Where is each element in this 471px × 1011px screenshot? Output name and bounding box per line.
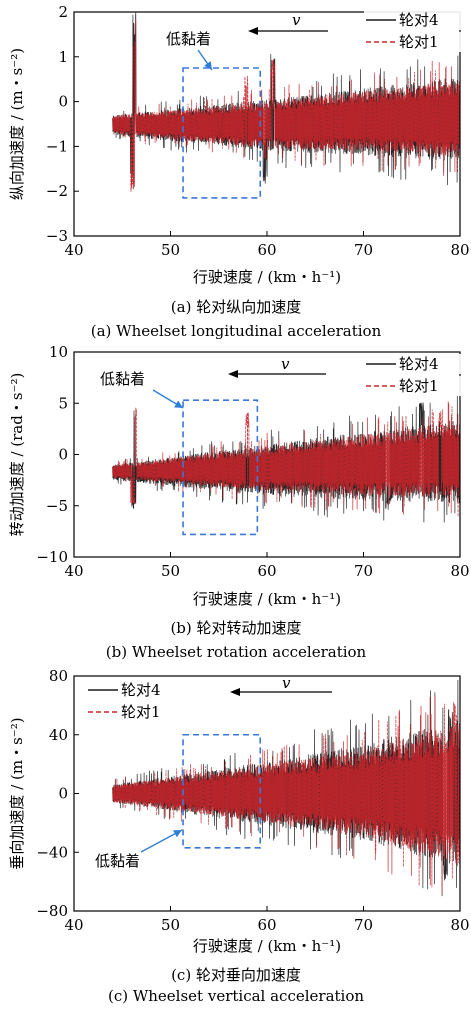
x-tick-label: 70	[354, 916, 373, 934]
series-group	[112, 12, 460, 192]
low-adhesion-label: 低黏着	[100, 370, 145, 388]
legend-bg	[364, 376, 462, 396]
velocity-arrow-head	[248, 27, 258, 35]
x-tick-label: 60	[257, 241, 276, 259]
caption-cn: (c) 轮对垂向加速度	[171, 966, 301, 984]
legend-label: 轮对4	[121, 681, 161, 699]
y-tick-label: −1	[46, 137, 68, 155]
series-line-wheelset1	[112, 19, 460, 192]
x-axis-label: 行驶速度 / (km・h⁻¹)	[193, 268, 341, 286]
x-tick-label: 40	[64, 562, 83, 580]
y-tick-label: −2	[46, 182, 68, 200]
series-line-wheelset1	[112, 695, 460, 895]
y-tick-label: −5	[46, 497, 68, 515]
x-tick-label: 40	[64, 916, 83, 934]
x-tick-label: 80	[450, 241, 469, 259]
series-group	[112, 394, 460, 523]
caption-cn: (b) 轮对转动加速度	[170, 619, 301, 637]
annotation-arrow-head	[204, 61, 212, 70]
low-adhesion-box	[182, 399, 259, 536]
x-tick-label: 40	[64, 241, 83, 259]
legend-bg	[364, 10, 462, 30]
chart-panel-c: 40 50 60 70 80 −80 −40 0 40 80 行驶速度 / (km・h⁻¹) 垂向加速…	[8, 667, 470, 1005]
caption-en: (a) Wheelset longitudinal acceleration	[91, 322, 382, 340]
legend-label: 轮对1	[399, 33, 439, 51]
legend-bg	[364, 32, 462, 52]
velocity-label: v	[282, 674, 291, 692]
x-tick-label: 80	[450, 562, 469, 580]
low-adhesion-label: 低黏着	[95, 852, 140, 870]
x-tick-label: 60	[257, 562, 276, 580]
x-axis-label: 行驶速度 / (km・h⁻¹)	[193, 590, 341, 608]
y-tick-label: 1	[58, 48, 68, 66]
x-tick-label: 80	[450, 916, 469, 934]
y-axis-label: 垂向加速度 / (m・s⁻²)	[8, 717, 26, 869]
velocity-label: v	[281, 355, 290, 373]
y-tick-label: 5	[58, 394, 68, 412]
series-line-wheelset1	[112, 401, 460, 517]
x-tick-label: 70	[354, 241, 373, 259]
y-tick-label: 0	[58, 785, 68, 803]
y-axis-label: 纵向加速度 / (m・s⁻²)	[8, 48, 26, 200]
x-tick-label: 50	[161, 241, 180, 259]
legend-label: 轮对4	[399, 355, 439, 373]
y-tick-label: −10	[36, 548, 68, 566]
caption-en: (c) Wheelset vertical acceleration	[108, 987, 364, 1005]
annotation-arrow-head	[173, 830, 182, 838]
y-tick-label: −3	[46, 227, 68, 245]
legend-bg	[86, 680, 184, 700]
y-tick-label: −80	[36, 902, 68, 920]
y-tick-label: 0	[58, 93, 68, 111]
caption-en: (b) Wheelset rotation acceleration	[106, 643, 367, 661]
annotation-arrow-head	[174, 400, 183, 408]
legend-label: 轮对4	[399, 11, 439, 29]
caption-cn: (a) 轮对纵向加速度	[171, 298, 301, 316]
y-tick-label: 80	[49, 667, 68, 685]
x-tick-label: 50	[161, 916, 180, 934]
x-tick-label: 70	[354, 562, 373, 580]
low-adhesion-box	[182, 733, 262, 849]
y-tick-label: 10	[49, 343, 68, 361]
low-adhesion-box	[182, 67, 262, 199]
x-axis-label: 行驶速度 / (km・h⁻¹)	[193, 937, 341, 955]
series-group	[112, 679, 460, 897]
x-tick-label: 60	[257, 916, 276, 934]
legend-bg	[364, 354, 462, 374]
velocity-label: v	[292, 11, 301, 29]
velocity-arrow-head	[230, 688, 240, 696]
legend-bg	[86, 702, 184, 722]
y-tick-label: −40	[36, 843, 68, 861]
y-tick-label: 2	[58, 3, 68, 21]
y-axis-label: 转动加速度 / (rad・s⁻²)	[8, 373, 26, 537]
velocity-arrow-head	[228, 370, 238, 378]
chart-panel-b: 40 50 60 70 80 −10 −5 0 5 10 行驶速度 / (km・h⁻¹) 转动加速度 …	[8, 343, 470, 661]
y-tick-label: 0	[58, 446, 68, 464]
x-tick-label: 50	[161, 562, 180, 580]
legend-label: 轮对1	[399, 377, 439, 395]
legend-label: 轮对1	[121, 703, 161, 721]
low-adhesion-label: 低黏着	[166, 30, 211, 48]
y-tick-label: 40	[49, 726, 68, 744]
chart-panel-a: 40 50 60 70 80 −3 −2 −1 0 1 2 行驶速度 / (km・h⁻¹) 纵向加速度 …	[8, 3, 470, 340]
